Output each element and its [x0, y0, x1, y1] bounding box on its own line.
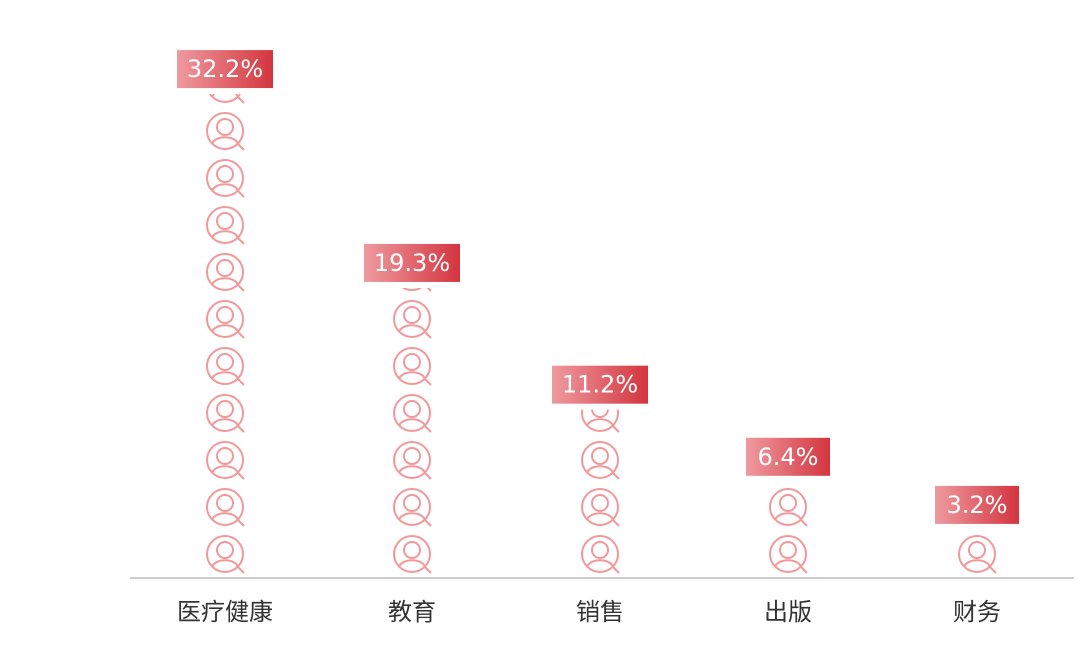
value-label-text: 3.2% [947, 491, 1008, 519]
person-in-circle-icon [393, 394, 432, 433]
bar-marks [206, 94, 997, 574]
person-in-circle-icon [206, 300, 245, 339]
value-label-text: 19.3% [374, 249, 450, 277]
x-tick-label-5: 财务 [953, 598, 1001, 626]
bar-3 [581, 409, 620, 574]
value-label-box [364, 243, 460, 282]
person-in-circle-icon [393, 300, 432, 339]
person-in-circle-icon [581, 535, 620, 574]
person-in-circle-icon [206, 112, 245, 151]
person-in-circle-icon [206, 535, 245, 574]
person-in-circle-icon [206, 253, 245, 292]
value-label-box [746, 437, 830, 476]
x-tick-label-2: 教育 [388, 598, 436, 626]
bar-4 [769, 488, 808, 574]
person-in-circle-icon [206, 441, 245, 480]
person-in-circle-icon [393, 535, 432, 574]
bar-2 [393, 287, 432, 574]
value-label-5: 3.2% [935, 485, 1019, 524]
person-in-circle-icon [206, 159, 245, 198]
value-label-text: 32.2% [187, 55, 263, 83]
value-label-4: 6.4% [746, 437, 830, 476]
x-tick-label-3: 销售 [576, 598, 624, 626]
value-label-box [177, 50, 273, 89]
x-tick-label-1: 医疗健康 [177, 598, 273, 626]
person-in-circle-icon [393, 441, 432, 480]
value-label-2: 19.3% [364, 243, 460, 282]
value-label-3: 11.2% [552, 365, 648, 404]
person-in-circle-icon [393, 488, 432, 527]
x-tick-labels: 医疗健康 教育 销售 出版 财务 [177, 598, 1001, 626]
person-in-circle-icon [769, 488, 808, 527]
person-in-circle-icon [581, 488, 620, 527]
person-in-circle-icon [769, 535, 808, 574]
value-label-text: 11.2% [562, 371, 638, 399]
value-labels: 32.2% 19.3% 11.2% 6.4% 3.2% [177, 50, 1019, 524]
bar-5 [958, 535, 997, 574]
person-in-circle-icon [393, 347, 432, 386]
person-in-circle-icon [206, 206, 245, 245]
person-in-circle-icon [206, 488, 245, 527]
person-in-circle-icon [958, 535, 997, 574]
value-label-1: 32.2% [177, 50, 273, 89]
x-tick-label-4: 出版 [764, 598, 812, 626]
person-in-circle-icon [581, 441, 620, 480]
value-label-box [552, 365, 648, 404]
person-in-circle-icon [206, 394, 245, 433]
value-label-text: 6.4% [758, 443, 819, 471]
person-in-circle-icon [206, 347, 245, 386]
bar-1 [206, 94, 245, 574]
value-label-box [935, 485, 1019, 524]
